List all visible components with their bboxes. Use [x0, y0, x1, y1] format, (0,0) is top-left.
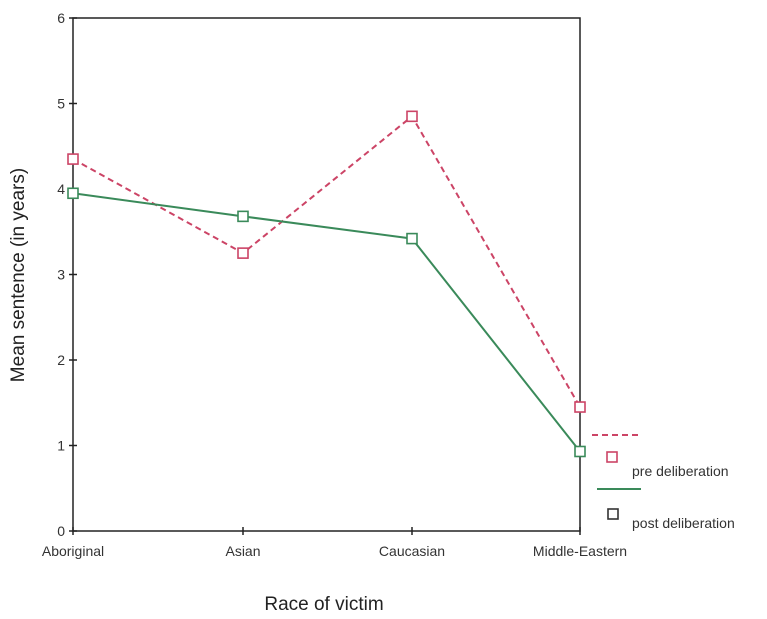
- y-axis: 0 1 2 3 4 5 6: [57, 10, 77, 539]
- data-point: [574, 401, 586, 413]
- data-point: [406, 110, 418, 123]
- y-tick-label: 3: [57, 267, 65, 283]
- legend-marker: [606, 451, 618, 463]
- y-tick-label: 5: [57, 96, 65, 112]
- y-tick-label: 2: [57, 352, 65, 368]
- data-point: [406, 232, 418, 245]
- y-axis-title: Mean sentence (in years): [8, 168, 29, 382]
- x-axis-title: Race of victim: [264, 594, 383, 615]
- x-tick-label: Aboriginal: [42, 543, 104, 559]
- x-tick-label: Asian: [225, 543, 260, 559]
- y-tick-label: 1: [57, 438, 65, 454]
- y-tick-label: 0: [57, 523, 65, 539]
- series-line-post: [72, 192, 581, 453]
- data-point: [67, 153, 79, 165]
- legend-label: post deliberation: [632, 515, 735, 531]
- x-tick-label: Caucasian: [379, 543, 445, 559]
- data-point: [67, 187, 79, 200]
- legend-label: pre deliberation: [632, 463, 729, 479]
- y-tick-label: 6: [57, 10, 65, 26]
- x-tick-label: Middle-Eastern: [533, 543, 627, 559]
- series-layer: [67, 110, 586, 458]
- x-axis: Aboriginal Asian Caucasian Middle-Eastern: [42, 527, 627, 559]
- legend-marker: [607, 508, 619, 520]
- data-point: [237, 210, 249, 223]
- data-point: [237, 247, 249, 259]
- data-point: [574, 445, 586, 458]
- y-tick-label: 4: [57, 181, 65, 197]
- series-line-pre: [72, 114, 581, 408]
- legend: pre deliberation post deliberation: [592, 434, 735, 531]
